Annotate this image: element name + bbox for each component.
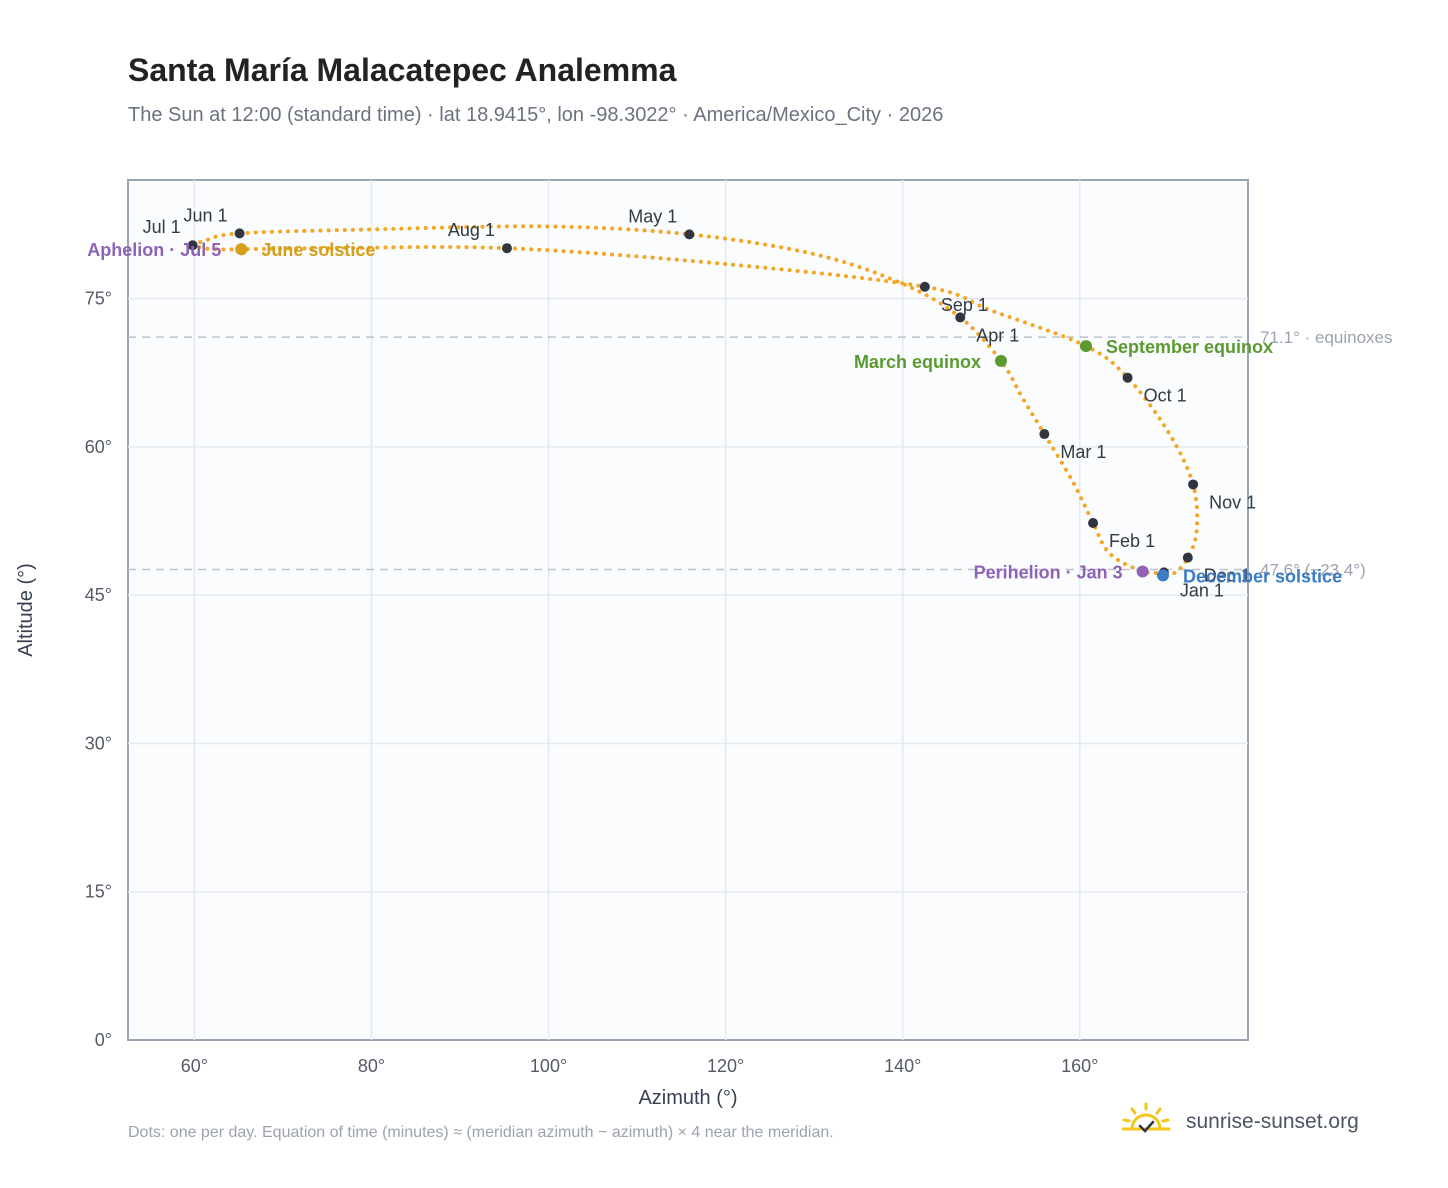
event-label: September equinox — [1106, 337, 1273, 357]
reference-lines: 71.1° · equinoxes 47.6° (−23.4°) — [128, 328, 1393, 579]
month-label: Jan 1 — [1180, 580, 1224, 600]
month-label: May 1 — [628, 206, 677, 226]
y-tick-label: 45° — [85, 585, 112, 605]
grid — [128, 180, 1248, 1040]
month-label: Sep 1 — [941, 295, 988, 315]
month-marker — [1188, 479, 1199, 490]
month-label: Dec 1 — [1204, 566, 1251, 586]
event-marker — [1136, 565, 1149, 578]
y-tick-label: 30° — [85, 733, 112, 753]
sun-logo-icon — [1120, 1102, 1172, 1141]
x-tick-label: 60° — [181, 1056, 208, 1076]
month-label: Oct 1 — [1144, 386, 1187, 406]
month-label: Nov 1 — [1209, 492, 1256, 512]
event-marker — [1079, 340, 1092, 353]
event-label: June solstice — [261, 240, 375, 260]
event-label: December solstice — [1183, 566, 1342, 586]
month-marker — [955, 312, 966, 323]
event-markers: March equinox September equinox Perihelion… — [87, 240, 1342, 586]
reference-line-label: 71.1° · equinoxes — [1260, 328, 1393, 347]
y-tick-label: 60° — [85, 437, 112, 457]
month-marker — [919, 281, 930, 292]
event-marker — [1157, 569, 1170, 582]
month-marker — [501, 243, 512, 254]
month-label: Jul 1 — [143, 217, 181, 237]
event-marker — [994, 354, 1007, 367]
month-label: Aug 1 — [448, 220, 495, 240]
x-tick-label: 160° — [1061, 1056, 1098, 1076]
plot-area — [127, 179, 1249, 1041]
x-tick-label: 80° — [358, 1056, 385, 1076]
x-axis-label: Azimuth (°) — [638, 1087, 737, 1109]
month-label: Apr 1 — [976, 325, 1019, 345]
event-label: Aphelion · Jul 5 — [87, 240, 221, 260]
month-label: Mar 1 — [1060, 442, 1106, 462]
x-tick-label: 120° — [707, 1056, 744, 1076]
brand-logo[interactable]: sunrise-sunset.org — [1120, 1102, 1359, 1141]
event-marker — [235, 243, 248, 256]
month-marker — [1088, 518, 1099, 529]
event-label: March equinox — [854, 352, 981, 372]
reference-line-label: 47.6° (−23.4°) — [1260, 560, 1366, 579]
month-marker — [1039, 429, 1050, 440]
month-marker — [1182, 552, 1193, 563]
brand-name: sunrise-sunset.org — [1186, 1109, 1359, 1133]
y-tick-label: 0° — [95, 1030, 112, 1050]
month-marker — [234, 228, 245, 239]
event-label: Perihelion · Jan 3 — [974, 562, 1123, 582]
month-marker — [187, 240, 198, 251]
month-label: Jun 1 — [184, 205, 228, 225]
y-tick-label: 15° — [85, 882, 112, 902]
chart-title: Santa María Malacatepec Analemma — [128, 52, 677, 88]
x-tick-label: 100° — [530, 1056, 567, 1076]
footer-note: Dots: one per day. Equation of time (min… — [128, 1124, 834, 1141]
month-marker — [1122, 372, 1133, 383]
y-axis-label: Altitude (°) — [15, 563, 37, 657]
axis-ticks: 60° 80° 100° 120° 140° 160° 0° 15° 30° 45° 60° 75° — [85, 289, 1099, 1076]
y-tick-label: 75° — [85, 289, 112, 309]
month-marker — [684, 229, 695, 240]
x-tick-label: 140° — [884, 1056, 921, 1076]
chart-subtitle: The Sun at 12:00 (standard time) · lat 1… — [128, 104, 944, 126]
month-label: Feb 1 — [1109, 531, 1155, 551]
